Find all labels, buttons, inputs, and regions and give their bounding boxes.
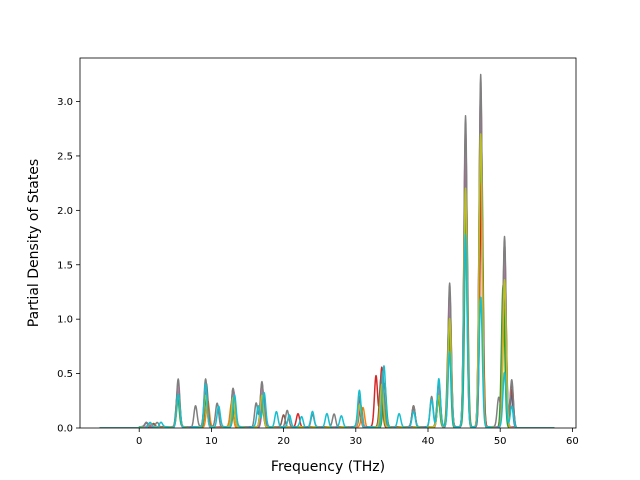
plot-area: [79, 57, 577, 429]
y-tick-label: 2.0: [57, 206, 73, 217]
y-axis-ticks: 0.0 0.5 1.0 1.5 2.0 2.5 3.0: [57, 97, 80, 435]
y-tick-label: 2.5: [57, 151, 73, 162]
y-tick-label: 1.0: [57, 315, 73, 326]
x-tick-label: 60: [566, 436, 579, 447]
y-axis-label: Partial Density of States: [26, 159, 42, 327]
y-tick-label: 3.0: [57, 97, 73, 108]
plot-background: [80, 58, 576, 428]
x-tick-label: 0: [136, 436, 142, 447]
plot-frame: [79, 57, 577, 429]
x-tick-label: 30: [349, 436, 362, 447]
x-tick-label: 10: [205, 436, 218, 447]
series-line: [99, 233, 555, 428]
x-axis-ticks: 0 10 20 30 40 50 60: [136, 428, 579, 447]
y-tick-label: 1.5: [57, 260, 73, 271]
x-tick-label: 40: [422, 436, 435, 447]
y-tick-label: 0.0: [57, 424, 73, 435]
x-tick-label: 50: [494, 436, 507, 447]
x-tick-label: 20: [277, 436, 290, 447]
x-axis-label: Frequency (THz): [271, 459, 385, 475]
y-tick-label: 0.5: [57, 369, 73, 380]
